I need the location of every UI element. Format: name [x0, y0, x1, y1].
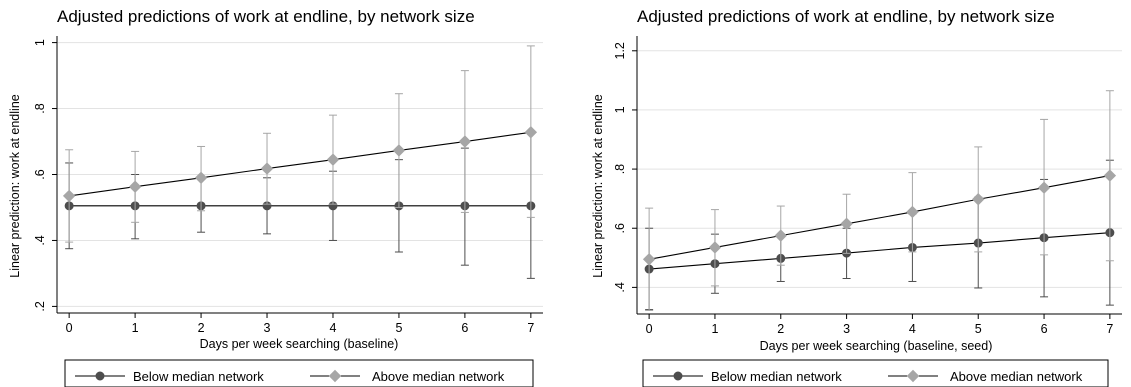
chart-title: Adjusted predictions of work at endline,… [57, 7, 475, 26]
legend-marker-below [673, 371, 683, 381]
x-tick-label: 2 [198, 321, 205, 335]
point-above [642, 253, 656, 266]
legend-label-below: Below median network [133, 369, 264, 384]
point-above [1103, 169, 1117, 182]
y-axis-label: Linear prediction: work at endline [591, 94, 605, 277]
series-line-below [649, 232, 1110, 270]
point-above [524, 126, 538, 139]
y-tick-label: .6 [613, 223, 627, 233]
legend-marker-above [328, 369, 342, 383]
y-tick-label: 1 [33, 39, 47, 46]
x-tick-label: 3 [843, 322, 850, 336]
legend-marker-above [906, 369, 920, 383]
point-above [392, 144, 406, 157]
legend: Below median network Above median networ… [64, 359, 534, 387]
x-tick-label: 7 [527, 321, 534, 335]
y-tick-label: .8 [613, 164, 627, 174]
plot-area: .4 .6 .8 1 1.2 0 1 2 3 4 5 6 7 [613, 36, 1122, 336]
point-above [906, 205, 919, 219]
y-axis-label: Linear prediction: work at endline [8, 94, 22, 277]
legend: Below median network Above median networ… [642, 359, 1109, 387]
legend-label-below: Below median network [711, 369, 842, 384]
x-axis-label: Days per week searching (baseline, seed) [760, 339, 993, 353]
point-above [1037, 181, 1051, 194]
x-tick-label: 3 [264, 321, 271, 335]
legend-label-above: Above median network [950, 369, 1083, 384]
point-above [128, 180, 142, 193]
y-tick-label: 1 [613, 106, 627, 113]
x-tick-label: 1 [132, 321, 139, 335]
x-tick-label: 0 [66, 321, 73, 335]
x-tick-label: 5 [395, 321, 402, 335]
x-axis-label: Days per week searching (baseline) [200, 337, 399, 351]
point-above [972, 193, 985, 206]
series-line-above [649, 175, 1110, 260]
point-above [458, 135, 472, 148]
y-tick-label: .8 [33, 103, 47, 113]
x-tick-label: 6 [1041, 322, 1048, 336]
x-tick-label: 4 [909, 322, 916, 336]
x-tick-label: 5 [975, 322, 982, 336]
point-above [840, 217, 853, 231]
point-above [774, 229, 787, 242]
legend-box [64, 359, 534, 387]
x-tick-label: 2 [777, 322, 784, 336]
point-above [62, 189, 76, 203]
legend-label-above: Above median network [372, 369, 505, 384]
plot-area: .2 .4 .6 .8 1 0 1 2 3 4 5 6 7 [33, 36, 543, 335]
y-tick-label: 1.2 [613, 42, 627, 59]
y-tick-label: .2 [33, 301, 47, 311]
x-tick-label: 0 [646, 322, 653, 336]
x-tick-label: 1 [711, 322, 718, 336]
x-tick-label: 6 [461, 321, 468, 335]
chart-panel-left: Adjusted predictions of work at endline,… [8, 7, 543, 387]
point-above [260, 162, 274, 175]
x-tick-label: 7 [1106, 322, 1113, 336]
point-above [326, 153, 340, 166]
y-tick-label: .4 [33, 235, 47, 245]
y-tick-label: .4 [613, 282, 627, 292]
y-tick-label: .6 [33, 169, 47, 179]
chart-title: Adjusted predictions of work at endline,… [637, 7, 1055, 26]
x-tick-label: 4 [330, 321, 337, 335]
point-above [708, 241, 722, 254]
legend-marker-below [95, 371, 105, 381]
chart-panel-right: Adjusted predictions of work at endline,… [591, 7, 1122, 387]
series-line-above [69, 131, 531, 197]
legend-box [642, 359, 1109, 387]
point-above [194, 171, 208, 185]
